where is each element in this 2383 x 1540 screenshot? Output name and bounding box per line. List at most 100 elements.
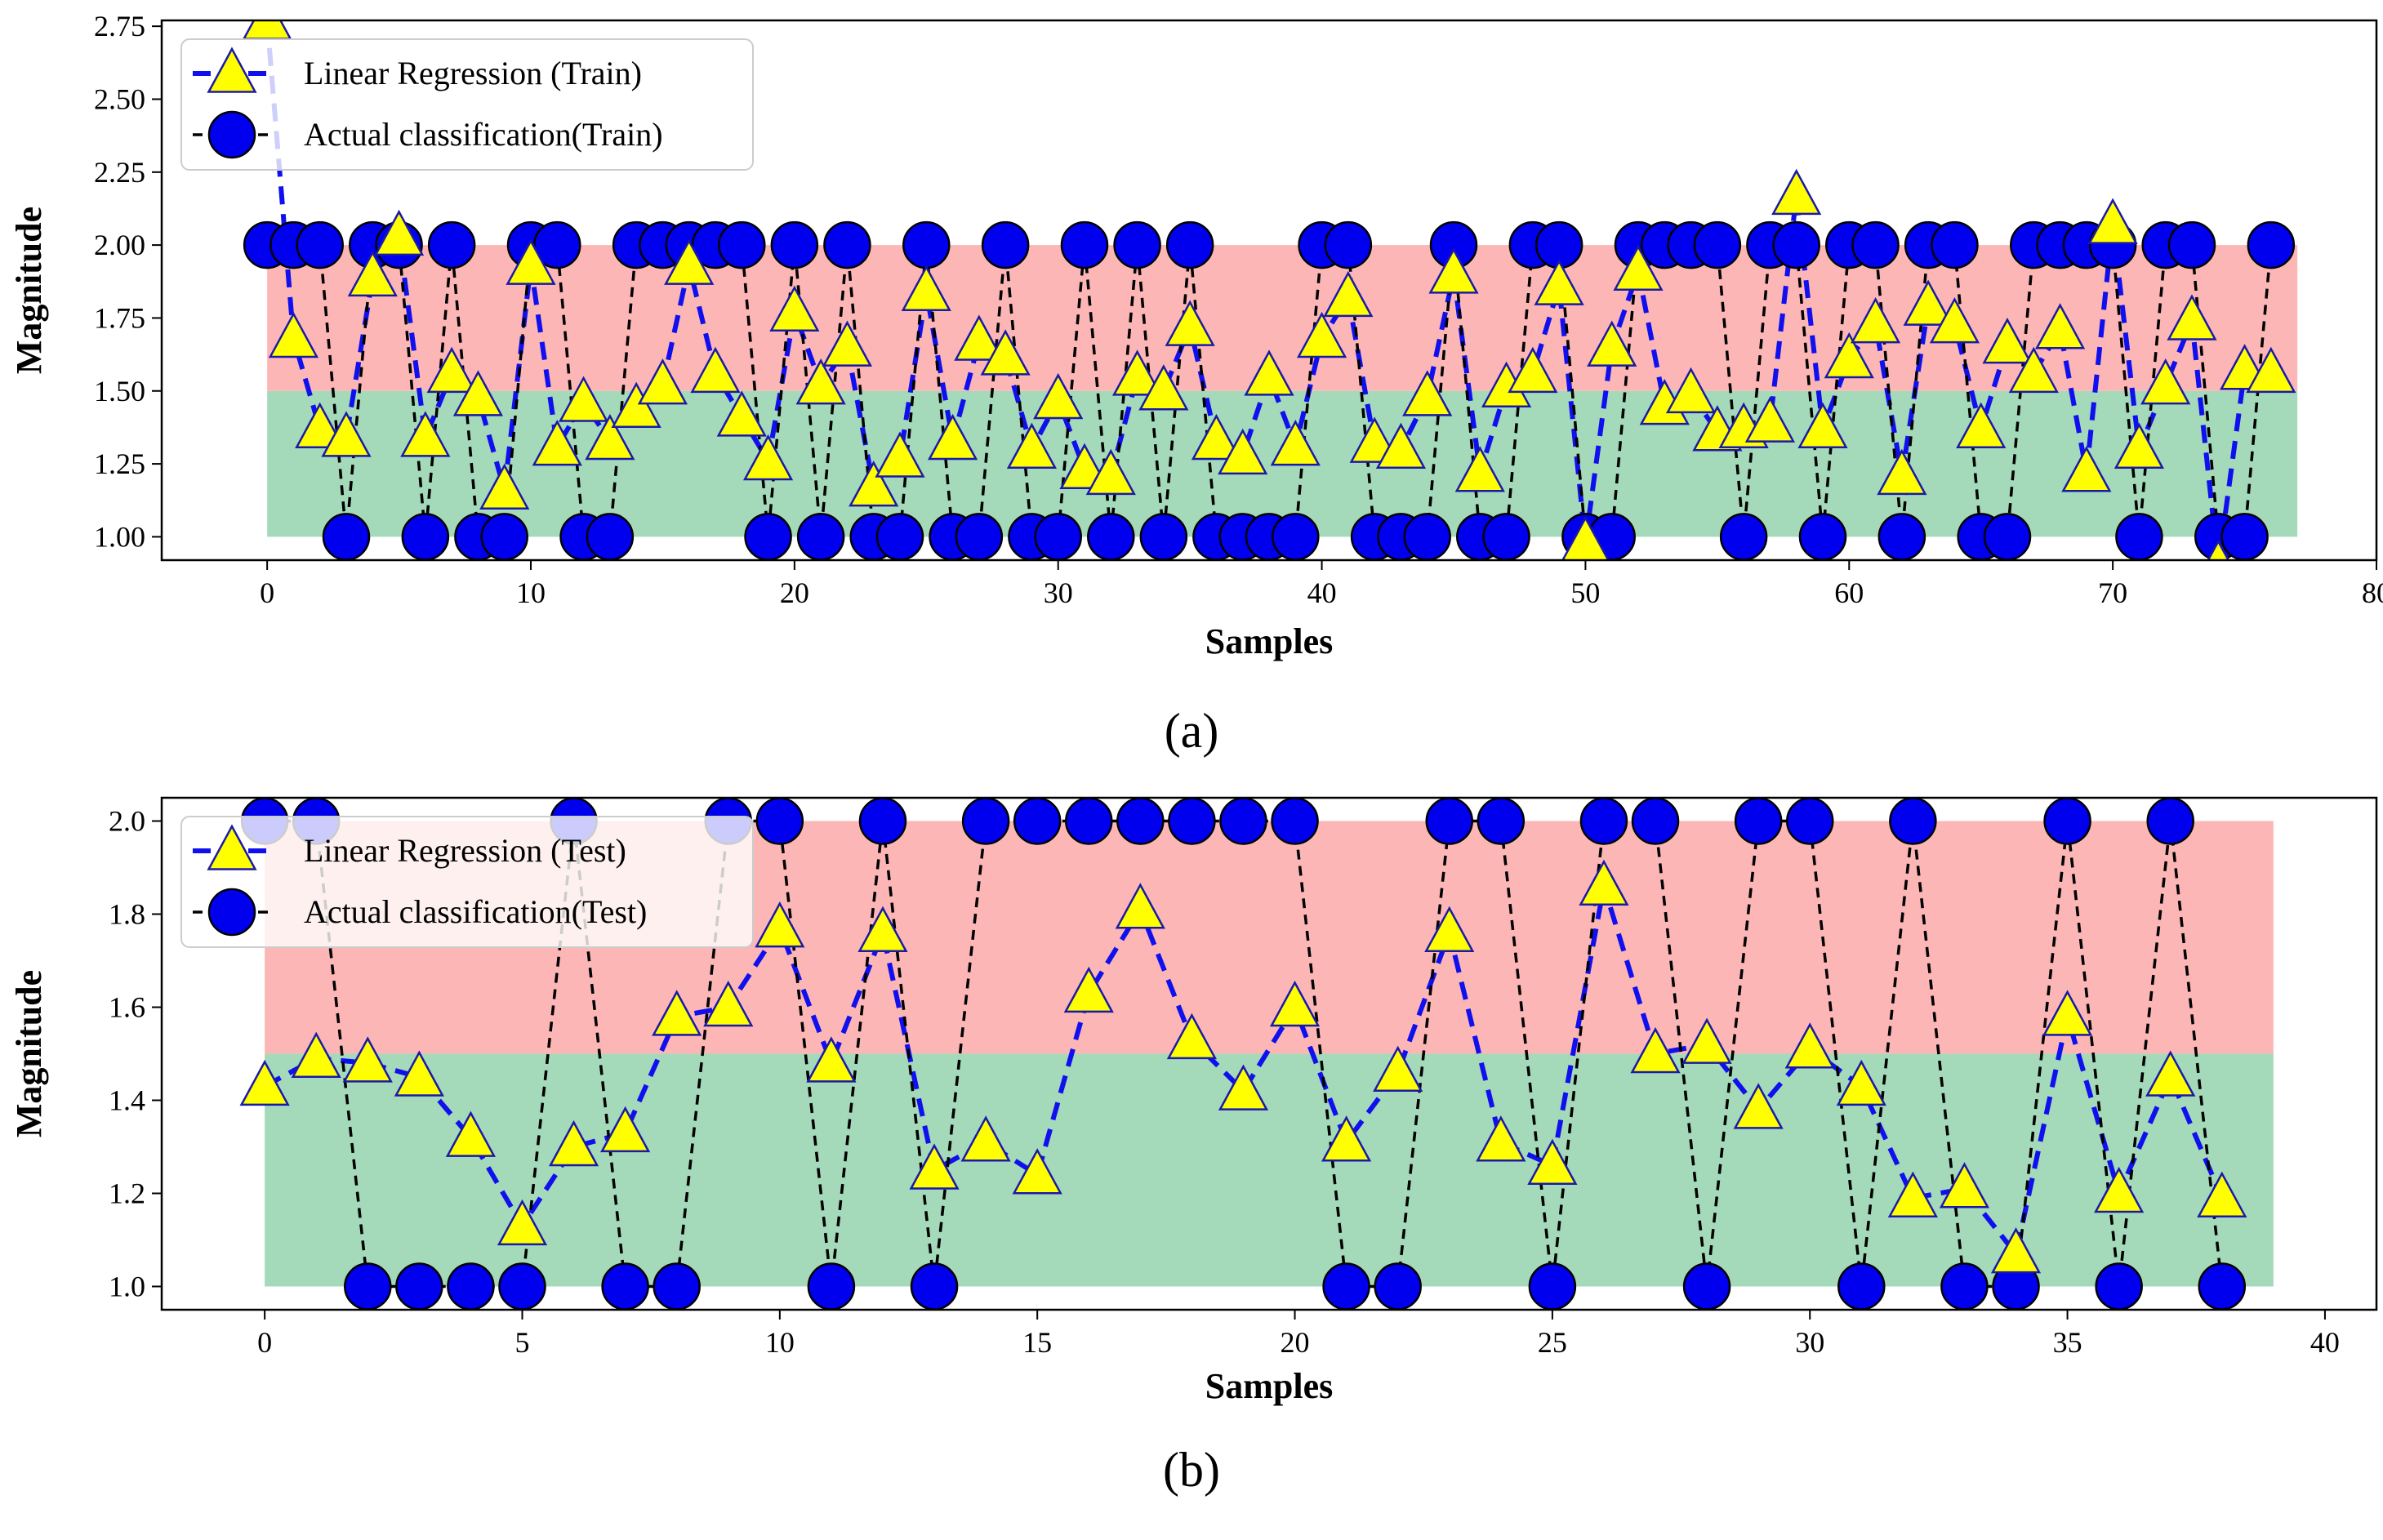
actual-point — [2146, 798, 2194, 845]
actual-point — [1877, 513, 1926, 560]
regression-point — [1191, 413, 1242, 461]
x-tick-label: 0 — [260, 576, 274, 609]
actual-point — [755, 798, 804, 845]
actual-point — [1271, 798, 1319, 845]
x-tick-label: 25 — [1538, 1326, 1567, 1359]
actual-point — [1528, 1262, 1577, 1310]
plot-frame — [160, 796, 2378, 1311]
regression-point — [2207, 539, 2230, 560]
regression-point — [1244, 349, 1294, 396]
regression-point — [1850, 296, 1901, 344]
regression-point — [716, 390, 767, 437]
legend-label: Actual classification(Train) — [304, 116, 663, 153]
actual-point — [395, 1262, 443, 1310]
actual-point — [1579, 798, 1628, 845]
regression-point — [2094, 1166, 2145, 1213]
x-tick-label: 10 — [516, 576, 546, 609]
actual-point — [1798, 513, 1847, 560]
regression-point — [954, 314, 1004, 361]
regression-point — [1630, 1026, 1681, 1074]
actual-point — [1113, 220, 1161, 269]
regression-point — [1681, 1017, 1732, 1064]
actual-point — [1065, 798, 1113, 845]
x-tick-label: 15 — [1022, 1326, 1052, 1359]
regression-point — [1824, 332, 1874, 379]
actual-point — [1168, 798, 1216, 845]
y-tick-label: 1.75 — [94, 301, 145, 334]
actual-point — [1013, 798, 1062, 845]
regression-point — [1939, 1162, 1990, 1208]
regression-point — [755, 901, 805, 948]
regression-point — [769, 285, 820, 332]
actual-point — [1983, 513, 2032, 560]
x-tick-label: 20 — [1281, 1326, 1310, 1359]
actual-point — [1324, 220, 1373, 269]
regression-point — [1744, 396, 1796, 443]
actual-point — [1477, 798, 1526, 845]
y-tick-label: 1.6 — [109, 991, 145, 1024]
regression-point — [1270, 420, 1321, 466]
regression-point — [400, 411, 451, 457]
x-tick-label: 30 — [1795, 1326, 1824, 1359]
y-axis-label: Magnitude — [9, 970, 49, 1137]
regression-point — [2008, 346, 2059, 394]
regression-point — [373, 209, 425, 256]
actual-point — [1165, 220, 1214, 269]
regression-point — [1165, 300, 1215, 346]
regression-point — [291, 1031, 341, 1078]
legend-circle-marker — [207, 110, 256, 159]
actual-point — [1931, 220, 1979, 269]
actual-point — [770, 220, 819, 269]
regression-point — [1375, 422, 1427, 469]
actual-point — [1851, 220, 1900, 269]
regression-point — [652, 990, 702, 1036]
actual-point — [1139, 513, 1188, 560]
actual-point — [653, 1262, 701, 1310]
regression-point — [452, 370, 504, 416]
x-tick-label: 20 — [780, 576, 809, 609]
regression-point — [849, 461, 899, 507]
legend-box — [180, 38, 754, 171]
x-tick-label: 0 — [257, 1326, 272, 1359]
regression-point — [875, 431, 925, 478]
regression-point — [1218, 1064, 1269, 1110]
regression-point — [2197, 1171, 2247, 1217]
regression-point — [1033, 372, 1084, 420]
regression-point — [2034, 303, 2086, 349]
actual-point — [902, 220, 951, 269]
actual-point — [601, 1262, 649, 1310]
regression-point — [795, 358, 846, 405]
regression-point — [2140, 358, 2191, 405]
y-tick-label: 2.75 — [94, 10, 145, 42]
actual-point — [2095, 1262, 2143, 1310]
y-tick-label: 2.0 — [109, 805, 145, 838]
regression-point — [506, 238, 556, 285]
x-tick-label: 40 — [2310, 1326, 2340, 1359]
regression-point — [2246, 346, 2296, 394]
regression-point — [2087, 198, 2138, 244]
regression-point — [1269, 980, 1321, 1027]
actual-point — [1087, 513, 1135, 560]
x-tick-label: 30 — [1044, 576, 1073, 609]
y-tick-label: 2.25 — [94, 156, 145, 189]
regression-point — [690, 346, 741, 394]
regression-point — [295, 402, 345, 448]
regression-point — [927, 413, 978, 461]
actual-point — [1374, 1262, 1422, 1310]
regression-point — [1982, 317, 2033, 364]
regression-point — [1373, 1045, 1423, 1093]
y-tick-label: 2.00 — [94, 229, 145, 261]
y-tick-label: 1.8 — [109, 898, 145, 931]
regression-point — [1784, 1022, 1835, 1069]
y-tick-label: 1.4 — [109, 1084, 145, 1117]
actual-point — [1772, 220, 1820, 269]
actual-point — [875, 513, 924, 560]
regression-point — [901, 265, 951, 312]
actual-point — [427, 220, 476, 269]
regression-point — [342, 1036, 393, 1083]
regression-point — [980, 329, 1031, 376]
actual-point — [296, 220, 344, 269]
actual-point — [1837, 1262, 1886, 1310]
y-tick-label: 1.2 — [109, 1177, 145, 1210]
regression-point — [1887, 1171, 1938, 1217]
